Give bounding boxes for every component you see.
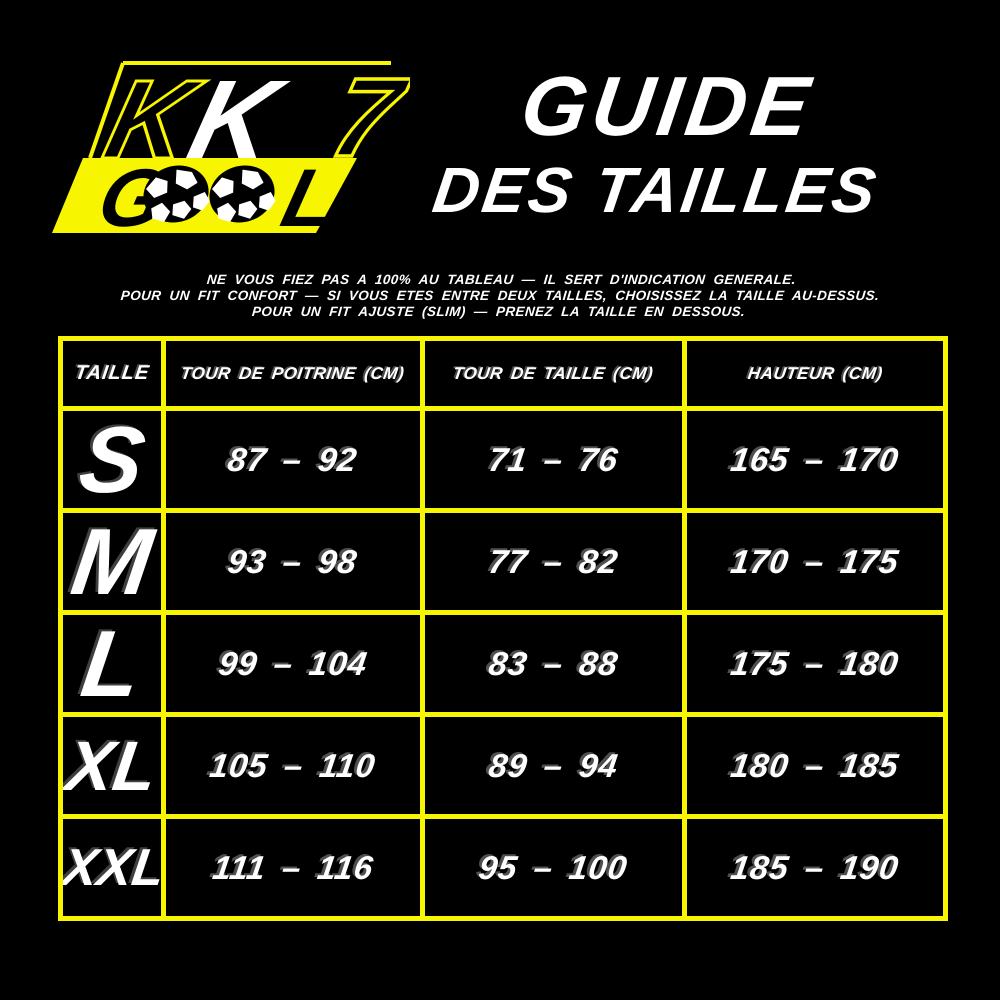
waist-cell: 83 – 88 [420, 610, 687, 717]
table-row-m: M 93 – 98 77 – 82 170 – 175 [58, 508, 948, 615]
header-waist: TOUR DE TAILLE (CM) [420, 336, 687, 411]
size-cell: M [58, 508, 166, 615]
table-header-row: TAILLE TOUR DE POITRINE (CM) TOUR DE TAI… [58, 336, 948, 411]
waist-cell: 89 – 94 [420, 712, 687, 819]
size-cell: L [58, 610, 166, 717]
waist-cell: 77 – 82 [420, 508, 687, 615]
chest-cell: 99 – 104 [161, 610, 425, 717]
chest-cell: 105 – 110 [161, 712, 425, 819]
table-row-xxl: XXL 111 – 116 95 – 100 185 – 190 [58, 814, 948, 921]
size-cell: XL [58, 712, 166, 819]
disclaimer-line-2: POUR UN FIT CONFORT — SI VOUS ETES ENTRE… [120, 288, 880, 303]
title-line-2: DES TAILLES [428, 154, 884, 226]
disclaimer-line-1: NE VOUS FIEZ PAS A 100% AU TABLEAU — IL … [206, 272, 797, 287]
page-title: GUIDE DES TAILLES [389, 59, 936, 226]
size-cell: S [58, 406, 166, 513]
height-cell: 165 – 170 [682, 406, 948, 513]
title-line-1: GUIDE [515, 59, 820, 153]
chest-cell: 93 – 98 [161, 508, 425, 615]
soccer-ball-icon [209, 165, 276, 223]
header-height: HAUTEUR (CM) [682, 336, 948, 411]
waist-cell: 71 – 76 [420, 406, 687, 513]
height-cell: 170 – 175 [682, 508, 948, 615]
size-cell: XXL [58, 814, 166, 921]
header-chest: TOUR DE POITRINE (CM) [161, 336, 425, 411]
chest-cell: 87 – 92 [161, 406, 425, 513]
height-cell: 180 – 185 [682, 712, 948, 819]
disclaimer-text: NE VOUS FIEZ PAS A 100% AU TABLEAU — IL … [0, 272, 1000, 320]
waist-cell: 95 – 100 [420, 814, 687, 921]
soccer-ball-icon [143, 165, 210, 223]
table-row-xl: XL 105 – 110 89 – 94 180 – 185 [58, 712, 948, 819]
header-size: TAILLE [58, 336, 166, 411]
chest-cell: 111 – 116 [161, 814, 425, 921]
table-row-s: S 87 – 92 71 – 76 165 – 170 [58, 406, 948, 513]
brand-logo: K K 7 G L [52, 54, 410, 244]
height-cell: 175 – 180 [682, 610, 948, 717]
table-row-l: L 99 – 104 83 – 88 175 – 180 [58, 610, 948, 717]
disclaimer-line-3: POUR UN FIT AJUSTE (SLIM) — PRENEZ LA TA… [251, 304, 746, 319]
height-cell: 185 – 190 [682, 814, 948, 921]
size-table: TAILLE TOUR DE POITRINE (CM) TOUR DE TAI… [58, 336, 948, 921]
logo-left-edge-line [88, 62, 125, 159]
